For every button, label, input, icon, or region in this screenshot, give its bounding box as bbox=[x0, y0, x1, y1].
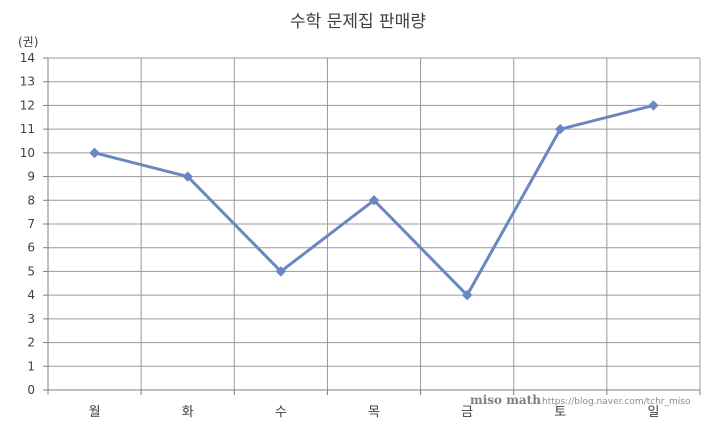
y-tick-label-0: 0 bbox=[27, 383, 35, 397]
chart-title: 수학 문제집 판매량 bbox=[290, 12, 426, 32]
y-tick-label-7: 7 bbox=[27, 217, 35, 231]
y-tick-label-2: 2 bbox=[27, 336, 35, 350]
y-axis-unit-label: (권) bbox=[18, 35, 38, 49]
y-tick-label-10: 10 bbox=[20, 146, 35, 160]
x-category-label-1: 화 bbox=[182, 405, 194, 420]
x-category-label-2: 수 bbox=[275, 405, 287, 420]
watermark-brand: miso math bbox=[470, 393, 541, 407]
watermark: miso math https://blog.naver.com/tchr_mi… bbox=[470, 393, 691, 407]
data-point-월 bbox=[89, 147, 100, 159]
y-tick-label-5: 5 bbox=[27, 264, 35, 278]
y-tick-label-9: 9 bbox=[27, 170, 35, 184]
watermark-url: https://blog.naver.com/tchr_miso bbox=[542, 397, 691, 407]
y-tick-label-8: 8 bbox=[27, 193, 35, 207]
data-point-토 bbox=[555, 123, 566, 135]
y-tick-label-1: 1 bbox=[27, 359, 35, 373]
y-tick-label-4: 4 bbox=[27, 288, 35, 302]
y-tick-label-11: 11 bbox=[20, 122, 35, 136]
y-tick-label-14: 14 bbox=[20, 51, 35, 65]
data-point-수 bbox=[275, 266, 287, 277]
data-point-금 bbox=[461, 289, 473, 301]
x-category-label-0: 월 bbox=[89, 405, 101, 420]
x-category-label-5: 토 bbox=[554, 405, 566, 420]
y-tick-label-6: 6 bbox=[27, 241, 35, 255]
series-layer bbox=[89, 100, 659, 301]
data-point-화 bbox=[182, 171, 193, 182]
x-category-label-4: 금 bbox=[461, 405, 473, 420]
data-point-목 bbox=[368, 195, 380, 206]
y-tick-label-3: 3 bbox=[27, 312, 35, 326]
x-category-label-6: 일 bbox=[647, 405, 659, 420]
gridlines bbox=[48, 57, 701, 390]
y-tick-label-12: 12 bbox=[20, 98, 35, 112]
y-tick-label-13: 13 bbox=[20, 75, 35, 89]
x-category-label-3: 목 bbox=[368, 405, 380, 420]
axes bbox=[43, 57, 701, 395]
data-point-일 bbox=[648, 100, 659, 111]
